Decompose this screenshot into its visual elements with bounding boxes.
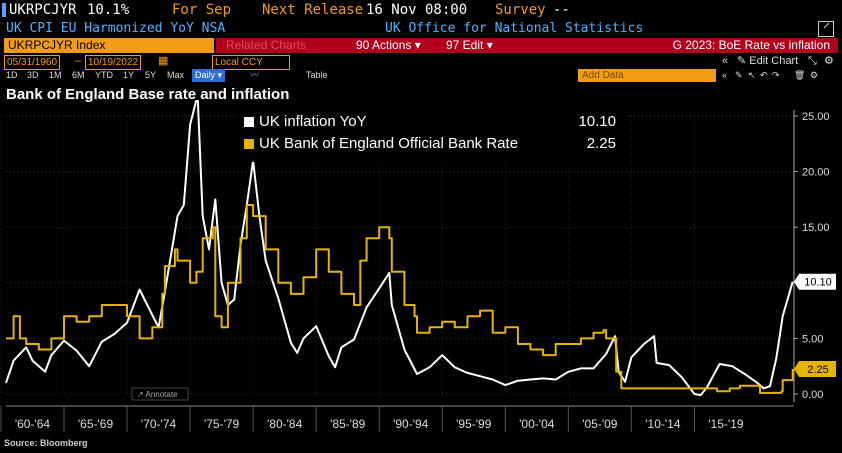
annotate-button[interactable]: ↗ Annotate (131, 387, 189, 401)
legend-label-inflation: UK inflation YoY (259, 113, 367, 130)
period-3d[interactable]: 3D (27, 70, 39, 80)
period-1d[interactable]: 1D (6, 70, 18, 80)
currency-field[interactable]: Local CCY (212, 55, 290, 70)
data-source: UK Office for National Statistics (385, 21, 644, 36)
period-1m[interactable]: 1M (49, 70, 62, 80)
undo-icon[interactable]: ↶ (760, 70, 768, 80)
legend-swatch-inflation (244, 117, 254, 127)
open-window-icon[interactable] (818, 21, 834, 37)
x-tick-label: '60-'64 (15, 417, 51, 431)
end-date-field[interactable]: 10/19/2022 (85, 55, 142, 70)
x-tick-label: '15-'19 (708, 417, 744, 431)
ticker-label[interactable]: UKRPCJYR (9, 2, 77, 18)
date-range-bar: 05/31/1960 – 10/19/2022 ▦ Local CCY « ✎ … (0, 55, 842, 70)
edit-chart-label: Edit Chart (749, 55, 799, 67)
legend-swatch-rate (244, 139, 254, 149)
legend-value-inflation: 10.10 (578, 113, 616, 130)
y-tick-label: 20.00 (802, 167, 830, 179)
security-field[interactable]: UKRPCJYR Index (4, 38, 214, 53)
trash-icon[interactable]: 🗑 (794, 70, 806, 80)
zoom-icon[interactable]: ⤡ (808, 55, 817, 67)
x-tick-label: '95-'99 (456, 417, 492, 431)
annotate-settings-icon[interactable]: ⚙ (810, 70, 819, 80)
series-lines (5, 100, 794, 397)
subheader-bar: UK CPI EU Harmonized YoY NSA UK Office f… (0, 20, 842, 38)
last-value-labels: 10.10 2.25 (794, 273, 836, 377)
redo-icon[interactable]: ↷ (772, 70, 780, 80)
period-bar: 1D 3D 1M 6M YTD 1Y 5Y Max Daily ▾ 〰 Tabl… (0, 69, 842, 83)
period-6m[interactable]: 6M (72, 70, 85, 80)
y-tick-label: 0.00 (802, 389, 823, 401)
start-date-field[interactable]: 05/31/1960 (4, 55, 61, 70)
source-note: Source: Bloomberg (4, 438, 88, 448)
calendar-icon[interactable]: ▦ (158, 55, 169, 67)
current-value: 10.1% (87, 2, 130, 18)
edit-chart-button[interactable]: ✎ Edit Chart (737, 55, 799, 67)
security-description: UK CPI EU Harmonized YoY NSA (6, 21, 226, 36)
add-data-field[interactable]: Add Data (578, 69, 716, 82)
table-button[interactable]: Table (306, 70, 328, 80)
legend-box (238, 108, 624, 162)
x-tick-label: '70-'74 (141, 417, 177, 431)
y-tick-label: 5.00 (802, 333, 823, 345)
frequency-dropdown[interactable]: Daily ▾ (192, 69, 226, 82)
toolbar: UKRPCJYR Index Related Charts 90 Actions… (0, 38, 842, 54)
x-tick-label: '00-'04 (519, 417, 555, 431)
annotate-box (131, 387, 189, 401)
related-charts-menu[interactable]: Related Charts (226, 38, 307, 52)
x-axis: '60-'64 '65-'69 '70-'74 '75-'79 '80-'84 '85-'… (0, 405, 794, 432)
last-value-rate-tag (794, 360, 836, 377)
period-label: For Sep (172, 2, 232, 18)
actions-label: 90 Actions (356, 38, 412, 52)
actions-menu[interactable]: 90 Actions ▾ (356, 38, 421, 52)
period-max[interactable]: Max (167, 70, 185, 80)
next-release-label: Next Release (262, 2, 364, 18)
last-value-inflation-label: 10.10 (804, 277, 832, 289)
back-icon-2[interactable]: « (722, 70, 728, 80)
survey-value: -- (553, 2, 570, 18)
last-value-rate-label: 2.25 (807, 364, 828, 376)
header-bar: UKRPCJYR 10.1% For Sep Next Release 16 N… (0, 0, 842, 20)
line-chart-icon[interactable]: 〰 (250, 70, 260, 80)
settings-icon[interactable]: ⚙ (824, 55, 834, 67)
x-tick-label: '80-'84 (267, 417, 303, 431)
next-release-value: 16 Nov 08:00 (366, 2, 468, 18)
period-5y[interactable]: 5Y (145, 70, 157, 80)
x-tick-label: '05-'09 (582, 417, 618, 431)
series-bank-rate-line (6, 204, 794, 394)
edit-label: 97 Edit (446, 38, 484, 52)
annotate-label: ↗ Annotate (137, 390, 178, 399)
period-ytd[interactable]: YTD (95, 70, 113, 80)
x-tick-label: '85-'89 (330, 417, 366, 431)
edit-menu[interactable]: 97 Edit ▾ (446, 38, 493, 52)
survey-label: Survey (495, 2, 546, 18)
chart-name: G 2023: BoE Rate vs inflation (672, 38, 830, 52)
series-inflation-line (5, 100, 794, 397)
toolbar-red-bar: Related Charts 90 Actions ▾ 97 Edit ▾ G … (216, 38, 838, 53)
legend-label-rate: UK Bank of England Official Bank Rate (259, 135, 518, 152)
grid (0, 115, 794, 395)
y-tick-label: 25.00 (802, 111, 830, 123)
security-marker (2, 3, 6, 17)
frequency-label: Daily (195, 70, 216, 80)
x-tick-label: '65-'69 (78, 417, 114, 431)
chart-title: Bank of England Base rate and inflation (6, 86, 290, 103)
last-value-inflation-tag (794, 273, 836, 290)
x-tick-label: '75-'79 (204, 417, 240, 431)
x-tick-label: '10-'14 (645, 417, 681, 431)
y-tick-label: 15.00 (802, 222, 830, 234)
back-icon[interactable]: « (722, 55, 729, 67)
legend-value-rate: 2.25 (587, 135, 616, 152)
x-tick-label: '90-'94 (393, 417, 429, 431)
draw-icon[interactable]: ✎ (735, 70, 743, 80)
date-separator: – (75, 55, 82, 67)
legend: UK inflation YoY 10.10 UK Bank of England … (238, 108, 624, 162)
period-1y[interactable]: 1Y (123, 70, 135, 80)
cursor-icon[interactable]: ↖ (748, 70, 756, 80)
